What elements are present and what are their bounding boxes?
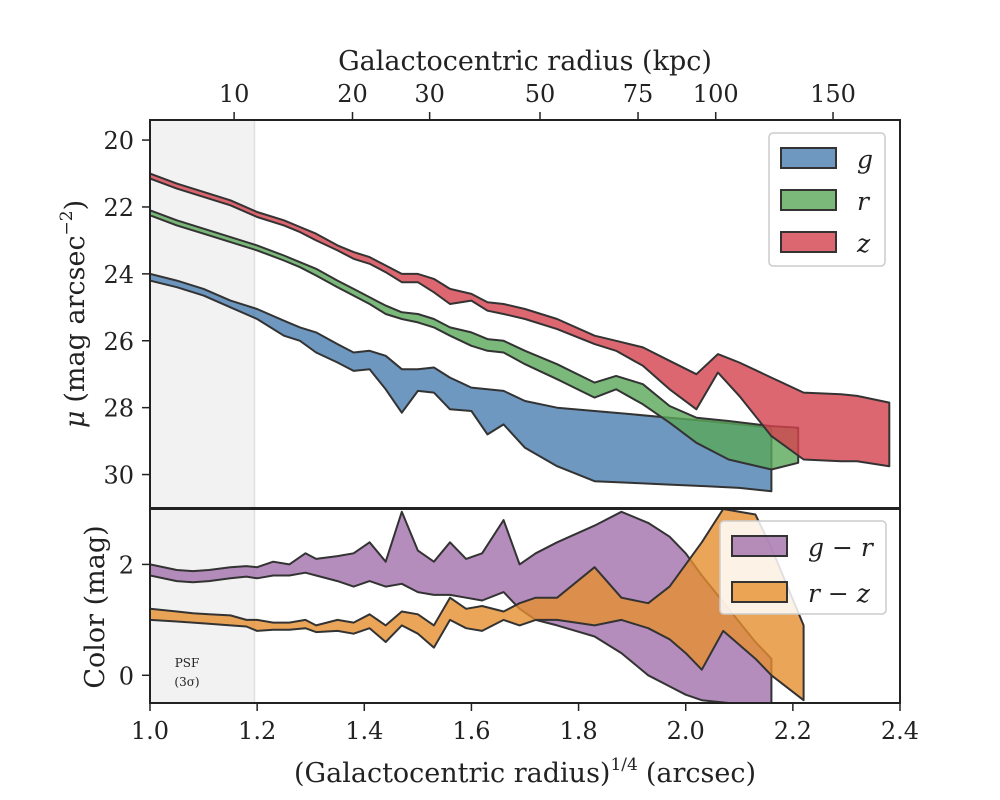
bottom-ytick-label: 0: [119, 662, 134, 690]
band-r: [150, 209, 800, 471]
top-legend: grz: [768, 132, 886, 267]
bottom-xtick-label: 2.4: [881, 717, 919, 745]
legend-swatch: [731, 581, 788, 603]
bottom-xtick-label: 1.8: [559, 717, 597, 745]
legend-swatch: [780, 189, 837, 211]
top-ytick-label: 28: [103, 395, 134, 423]
top-ytick-label: 26: [103, 328, 134, 356]
legend-label: r − z: [808, 579, 871, 608]
top-xtick-label: 75: [623, 80, 654, 108]
top-axis-title: Galactocentric radius (kpc): [338, 46, 712, 77]
legend-label: g − r: [808, 533, 875, 562]
top-ytick-label: 20: [103, 127, 134, 155]
bottom-xtick-label: 2.0: [667, 717, 705, 745]
bottom-xtick-label: 1.2: [238, 717, 276, 745]
top-ytick-label: 22: [103, 194, 134, 222]
legend-swatch: [780, 231, 837, 253]
top-ytick-label: 30: [103, 462, 134, 490]
top-xtick-label: 50: [525, 80, 556, 108]
bottom-panel-ylabel: Color (mag): [80, 525, 111, 688]
bottom-axis-title: (Galactocentric radius)1/4 (arcsec): [294, 755, 756, 789]
bottom-xtick-label: 1.0: [131, 717, 169, 745]
top-xtick-label: 20: [337, 80, 368, 108]
legend-label: r: [857, 187, 871, 216]
psf-sigma-label: (3σ): [174, 675, 199, 689]
top-xtick-label: 30: [414, 80, 445, 108]
top-xtick-label: 100: [693, 80, 739, 108]
bottom-xtick-label: 1.6: [452, 717, 490, 745]
bottom-ytick-label: 2: [119, 551, 134, 579]
legend-swatch: [780, 147, 837, 169]
psf-label: PSF: [175, 656, 200, 670]
legend-label: z: [856, 229, 871, 258]
legend-label: g: [857, 145, 873, 174]
band-gr: [150, 510, 773, 703]
bottom-xtick-label: 1.4: [345, 717, 383, 745]
band-z: [150, 172, 891, 468]
top-ytick-label: 24: [103, 261, 134, 289]
bottom-xtick-label: 2.2: [774, 717, 812, 745]
top-xtick-label: 10: [219, 80, 250, 108]
top-panel-ylabel: μ(mag arcsec−2): [57, 200, 91, 428]
bottom-axis-exponent: 1/4: [610, 755, 637, 775]
bottom-legend: g − r r − z: [719, 520, 887, 615]
top-xtick-label: 150: [810, 80, 856, 108]
band-g: [150, 272, 773, 493]
bottom-panel-frame: [149, 508, 901, 704]
legend-swatch: [731, 535, 788, 557]
